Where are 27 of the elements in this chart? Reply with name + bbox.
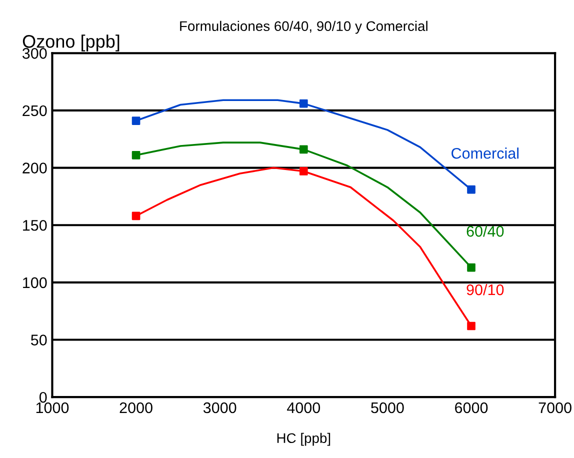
point (132, 116, 140, 125)
y-tick-label: 0 (39, 392, 47, 403)
x-tick-label: 1000 (36, 402, 69, 414)
y-tick-label: 50 (30, 334, 47, 346)
x-axis-title: HC [ppb] (277, 432, 330, 446)
point (467, 185, 476, 194)
x-tick-label: 6000 (455, 402, 488, 414)
point (299, 167, 308, 176)
y-tick-label: 200 (22, 162, 47, 174)
x-tick-label: 3000 (203, 402, 236, 414)
point (299, 145, 308, 154)
x-tick-label: 7000 (538, 402, 572, 414)
chart-title: Formulaciones 60/40, 90/10 y Comercial (180, 20, 428, 34)
y-tick-label: 250 (22, 105, 47, 116)
series-label: 90/10 (466, 284, 504, 296)
y-tick-label: 150 (23, 220, 47, 231)
point (467, 263, 476, 272)
point (467, 322, 476, 330)
point (132, 212, 140, 220)
series-label: Comercial (452, 148, 519, 159)
x-tick-label: 4000 (287, 402, 320, 414)
point (132, 151, 140, 160)
x-tick-label: 2000 (120, 402, 152, 414)
point (299, 99, 308, 108)
y-tick-label: 100 (23, 277, 47, 288)
series-label: 60/40 (466, 226, 504, 237)
x-tick-label: 5000 (371, 402, 404, 414)
